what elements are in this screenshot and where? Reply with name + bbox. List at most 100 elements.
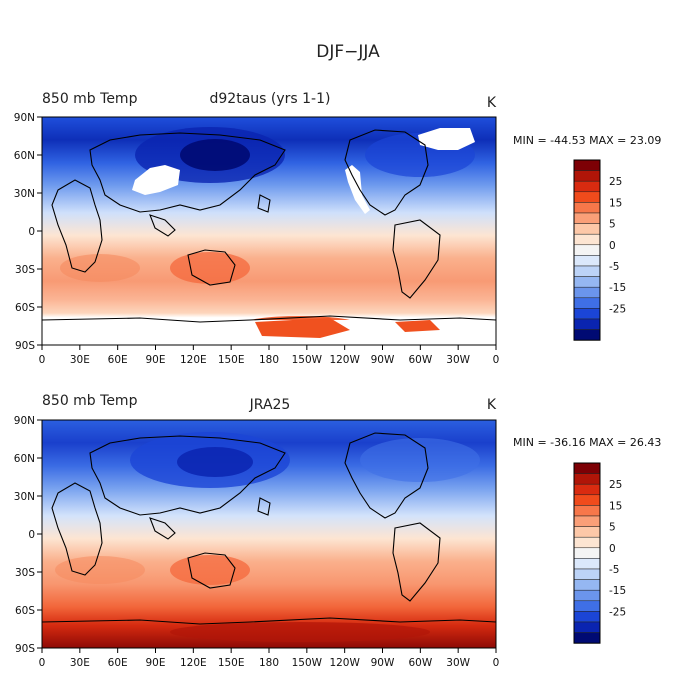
y-tick-label: 60S bbox=[15, 302, 35, 314]
colorbar-swatch bbox=[573, 170, 601, 182]
x-tick-label: 90W bbox=[371, 354, 395, 366]
y-axis-top: 90N 60N 30N 0 30S 60S 90S bbox=[14, 112, 42, 352]
colorbar-label: -25 bbox=[609, 303, 626, 315]
x-tick-label: 30W bbox=[446, 354, 470, 366]
x-tick-label: 150E bbox=[218, 657, 245, 669]
colorbar-swatch bbox=[573, 180, 601, 193]
colorbar-swatch bbox=[573, 600, 601, 612]
x-tick-label: 0 bbox=[493, 657, 500, 669]
source-label-top: d92taus (yrs 1-1) bbox=[210, 91, 331, 107]
x-tick-label: 150E bbox=[218, 354, 245, 366]
colorbar-label: 0 bbox=[609, 543, 616, 555]
y-tick-label: 30S bbox=[15, 264, 35, 276]
colorbar-swatch bbox=[573, 276, 601, 288]
colorbar-swatch bbox=[573, 202, 601, 214]
x-tick-label: 120E bbox=[180, 657, 207, 669]
colorbar-label: -5 bbox=[609, 564, 619, 576]
x-tick-label: 90W bbox=[371, 657, 395, 669]
min-max-label-top: MIN = -44.53 MAX = 23.09 bbox=[513, 134, 661, 147]
coastlines-top bbox=[42, 129, 496, 323]
colorbar-label: -5 bbox=[609, 261, 619, 273]
variable-label-top: 850 mb Temp bbox=[42, 91, 138, 107]
figure-title: DJF−JJA bbox=[316, 42, 380, 62]
x-tick-label: 90E bbox=[146, 354, 166, 366]
y-axis-bottom: 90N 60N 30N 0 30S 60S 90S bbox=[14, 415, 42, 655]
colorbar-swatch bbox=[573, 568, 601, 580]
x-tick-label: 0 bbox=[39, 657, 46, 669]
x-tick-label: 120E bbox=[180, 354, 207, 366]
x-tick-label: 60E bbox=[108, 657, 128, 669]
colorbar-frame bbox=[573, 159, 601, 341]
colorbar-swatch bbox=[573, 473, 601, 485]
colorbar-swatch bbox=[573, 212, 601, 224]
y-tick-label: 30N bbox=[14, 188, 35, 200]
colorbar-label: -15 bbox=[609, 282, 626, 294]
y-tick-label: 0 bbox=[28, 226, 35, 238]
colorbar-label: -15 bbox=[609, 585, 626, 597]
x-tick-label: 30W bbox=[446, 657, 470, 669]
x-tick-label: 180 bbox=[259, 657, 279, 669]
colorbar-swatch bbox=[573, 265, 601, 277]
map-panel-bottom bbox=[42, 420, 496, 648]
x-tick-label: 60W bbox=[408, 657, 432, 669]
colorbar-label: 0 bbox=[609, 240, 616, 252]
colorbar-label: -25 bbox=[609, 606, 626, 618]
colorbar-label: 15 bbox=[609, 197, 622, 209]
min-max-label-bottom: MIN = -36.16 MAX = 26.43 bbox=[513, 436, 661, 449]
colorbar-swatch bbox=[573, 159, 601, 171]
y-tick-label: 60S bbox=[15, 605, 35, 617]
x-tick-label: 60W bbox=[408, 354, 432, 366]
y-tick-label: 0 bbox=[28, 529, 35, 541]
x-tick-label: 60E bbox=[108, 354, 128, 366]
colorbar-swatch bbox=[573, 547, 601, 559]
colorbar-label: 5 bbox=[609, 219, 616, 231]
colorbar-swatch bbox=[573, 589, 601, 602]
units-label-bottom: K bbox=[487, 397, 497, 413]
panel-top: 850 mb Temp d92taus (yrs 1-1) K MIN = -4… bbox=[14, 91, 662, 366]
colorbar-swatch bbox=[573, 621, 601, 633]
colorbar-bottom: 25 15 5 0 -5 -15 -25 bbox=[573, 462, 626, 644]
colorbar-swatch bbox=[573, 632, 601, 644]
y-tick-label: 60N bbox=[14, 453, 35, 465]
colorbar-swatch bbox=[573, 223, 601, 235]
colorbar-swatch bbox=[573, 579, 601, 591]
colorbar-label: 25 bbox=[609, 479, 622, 491]
colorbar-swatch bbox=[573, 526, 601, 538]
colorbar-swatch bbox=[573, 483, 601, 496]
x-tick-label: 120W bbox=[329, 354, 360, 366]
y-tick-label: 90N bbox=[14, 112, 35, 124]
colorbar-top: 25 15 5 0 -5 -15 -25 bbox=[573, 159, 626, 341]
x-axis-top: 0 30E 60E 90E 120E 150E 180 150W 120W 90W 60W 30W 0 bbox=[39, 345, 500, 366]
colorbar-swatch bbox=[573, 611, 601, 623]
variable-label-bottom: 850 mb Temp bbox=[42, 393, 138, 409]
y-tick-label: 90S bbox=[15, 340, 35, 352]
colorbar-swatch bbox=[573, 505, 601, 517]
colorbar-swatch bbox=[573, 286, 601, 299]
x-tick-label: 120W bbox=[329, 657, 360, 669]
y-tick-label: 60N bbox=[14, 150, 35, 162]
y-tick-label: 90S bbox=[15, 643, 35, 655]
x-axis-bottom: 0 30E 60E 90E 120E 150E 180 150W 120W 90W 60W 30W 0 bbox=[39, 648, 500, 669]
x-tick-label: 150W bbox=[292, 354, 323, 366]
units-label-top: K bbox=[487, 95, 497, 111]
colorbar-label: 15 bbox=[609, 500, 622, 512]
colorbar-frame bbox=[573, 462, 601, 644]
y-tick-label: 90N bbox=[14, 415, 35, 427]
x-tick-label: 30E bbox=[70, 657, 90, 669]
map-panel-top bbox=[42, 117, 496, 345]
colorbar-label: 5 bbox=[609, 522, 616, 534]
x-tick-label: 180 bbox=[259, 354, 279, 366]
colorbar-swatch bbox=[573, 191, 601, 203]
x-tick-label: 30E bbox=[70, 354, 90, 366]
colorbar-swatch bbox=[573, 558, 601, 570]
colorbar-swatch bbox=[573, 536, 601, 549]
y-tick-label: 30N bbox=[14, 491, 35, 503]
x-tick-label: 90E bbox=[146, 657, 166, 669]
colorbar-swatch bbox=[573, 297, 601, 309]
x-tick-label: 0 bbox=[493, 354, 500, 366]
source-label-bottom: JRA25 bbox=[249, 397, 291, 413]
x-tick-label: 150W bbox=[292, 657, 323, 669]
panel-bottom: 850 mb Temp JRA25 K MIN = -36.16 MAX = 2… bbox=[14, 393, 662, 669]
colorbar-swatch bbox=[573, 494, 601, 506]
colorbar-label: 25 bbox=[609, 176, 622, 188]
